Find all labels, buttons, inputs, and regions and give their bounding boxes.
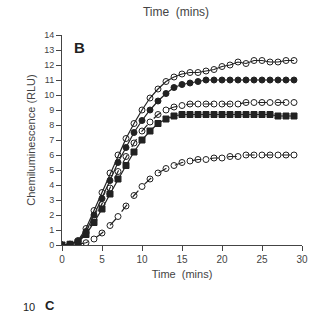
svg-text:30: 30 (296, 254, 308, 265)
svg-text:0: 0 (49, 240, 54, 250)
svg-text:2: 2 (49, 210, 54, 220)
svg-text:Time (mins): Time (mins) (152, 268, 213, 280)
svg-text:5: 5 (49, 165, 54, 175)
svg-text:10: 10 (44, 90, 54, 100)
svg-text:8: 8 (49, 120, 54, 130)
svg-text:10: 10 (23, 301, 35, 313)
svg-text:25: 25 (256, 254, 268, 265)
svg-text:13: 13 (44, 45, 54, 55)
svg-text:10: 10 (136, 254, 148, 265)
svg-text:B: B (74, 39, 85, 56)
svg-text:C: C (45, 298, 55, 313)
svg-text:0: 0 (59, 254, 65, 265)
svg-text:20: 20 (216, 254, 228, 265)
svg-text:5: 5 (99, 254, 105, 265)
svg-text:14: 14 (44, 30, 54, 40)
svg-text:7: 7 (49, 135, 54, 145)
svg-text:12: 12 (44, 60, 54, 70)
svg-text:1: 1 (49, 225, 54, 235)
svg-text:9: 9 (49, 105, 54, 115)
svg-text:Chemiluminescence (RLU): Chemiluminescence (RLU) (25, 74, 37, 205)
svg-text:6: 6 (49, 150, 54, 160)
svg-text:4: 4 (49, 180, 54, 190)
svg-text:3: 3 (49, 195, 54, 205)
svg-text:15: 15 (176, 254, 188, 265)
svg-text:11: 11 (45, 75, 54, 85)
svg-text:Time (mins): Time (mins) (143, 5, 209, 19)
